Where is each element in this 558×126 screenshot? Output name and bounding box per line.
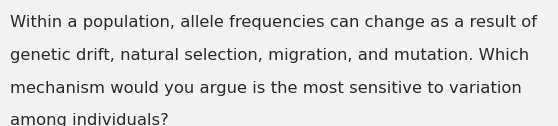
Text: genetic drift, natural selection, migration, and mutation. Which: genetic drift, natural selection, migrat… [10,48,529,63]
Text: among individuals?: among individuals? [10,113,169,126]
Text: Within a population, allele frequencies can change as a result of: Within a population, allele frequencies … [10,15,537,30]
Text: mechanism would you argue is the most sensitive to variation: mechanism would you argue is the most se… [10,81,522,96]
